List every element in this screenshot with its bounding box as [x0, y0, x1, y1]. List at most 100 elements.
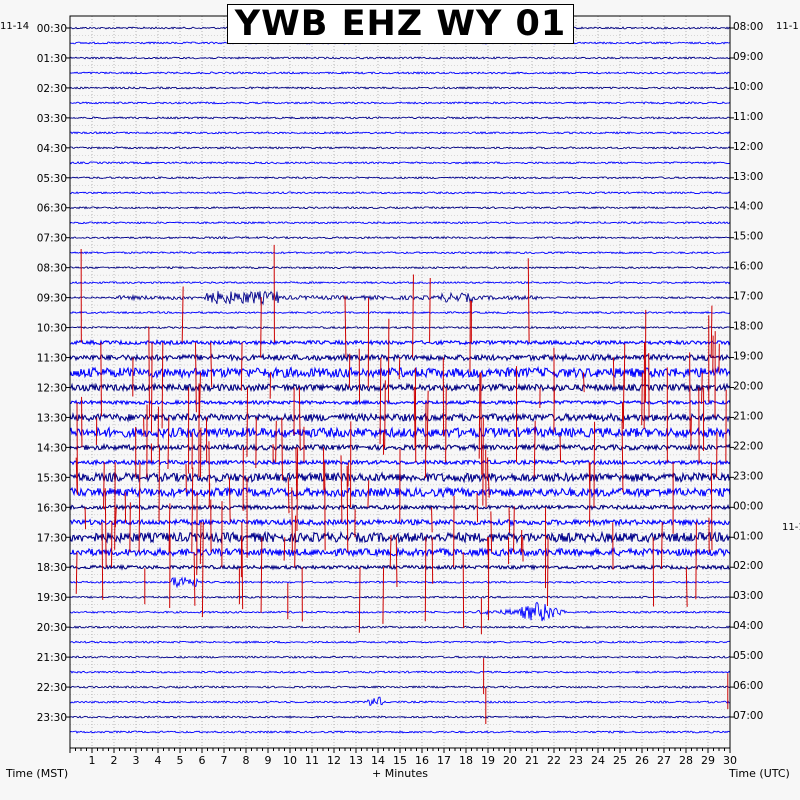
trace-row-16 — [69, 265, 731, 270]
clipped-spike — [413, 386, 416, 448]
trace-row-46 — [69, 715, 731, 719]
left-time-label: 12:30 — [37, 382, 67, 394]
x-tick-label: 3 — [133, 754, 140, 767]
right-time-label: 22:00 — [733, 440, 763, 452]
trace-row-39 — [69, 601, 731, 622]
clipped-spike — [445, 387, 447, 463]
right-time-label: 03:00 — [733, 590, 763, 602]
x-tick-label: 18 — [459, 754, 473, 767]
clipped-spike — [487, 477, 490, 498]
left-time-label: 03:30 — [37, 113, 67, 125]
clipped-spike — [379, 357, 382, 445]
clipped-spike — [104, 488, 107, 568]
trace-row-15 — [69, 250, 731, 255]
clipped-spike — [295, 447, 298, 500]
clipped-spike — [527, 258, 530, 343]
clipped-spike — [426, 390, 429, 448]
right-time-label: 20:00 — [733, 380, 763, 392]
right-time-labels: 08:00 09:00 10:00 11:00 12:00 13:00 14:00 15:00… — [730, 21, 763, 722]
trace-row-44 — [69, 685, 731, 689]
left-time-label: 06:30 — [37, 203, 67, 215]
x-tick-label: 27 — [657, 754, 671, 767]
x-tick-label: 30 — [723, 754, 737, 767]
right-time-label: 01:00 — [733, 530, 763, 542]
right-time-label: 08:00 — [733, 21, 763, 33]
left-time-label: 21:30 — [37, 652, 67, 664]
clipped-spike — [612, 357, 615, 387]
clipped-spike — [199, 522, 202, 564]
x-tick-label: 5 — [177, 754, 184, 767]
clipped-spike — [340, 455, 343, 523]
clipped-spike — [431, 507, 433, 533]
trace-row-3 — [70, 71, 731, 75]
clipped-spike — [260, 297, 262, 358]
right-time-label: 02:00 — [733, 560, 763, 572]
clipped-spike — [429, 277, 431, 343]
trace-row-18 — [69, 290, 731, 306]
x-tick-label: 12 — [327, 754, 341, 767]
seismic-traces — [69, 26, 731, 734]
clipped-spike — [291, 487, 293, 553]
trace-row-36 — [69, 563, 731, 571]
trace-row-4 — [69, 86, 731, 90]
x-tick-label: 10 — [283, 754, 297, 767]
left-time-label: 17:30 — [37, 532, 67, 544]
right-time-label: 13:00 — [733, 171, 763, 183]
clipped-spike — [589, 462, 591, 527]
x-axis-label: + Minutes — [372, 767, 429, 780]
right-time-label: 18:00 — [733, 321, 763, 333]
x-tick-label: 1 — [89, 754, 96, 767]
trace-row-9 — [69, 161, 731, 165]
left-time-label: 10:30 — [37, 323, 67, 335]
clipped-spike — [240, 342, 243, 391]
trace-row-10 — [69, 176, 731, 180]
clipped-spike — [480, 402, 483, 475]
clipped-spike — [395, 537, 398, 588]
trace-row-11 — [69, 191, 731, 195]
x-tick-label: 20 — [503, 754, 517, 767]
trace-row-38 — [69, 595, 731, 599]
right-time-label: 05:00 — [733, 650, 763, 662]
left-time-label: 20:30 — [37, 622, 67, 634]
x-tick-label: 23 — [569, 754, 583, 767]
clipped-spike — [228, 477, 231, 522]
trace-row-2 — [69, 56, 731, 60]
trace-row-34 — [69, 530, 731, 544]
clipped-spike — [167, 417, 170, 470]
x-tick-label: 9 — [265, 754, 272, 767]
trace-row-12 — [69, 206, 731, 210]
trace-row-14 — [69, 235, 731, 240]
clipped-spike — [695, 522, 697, 600]
clipped-spike — [101, 522, 104, 600]
clipped-spike — [210, 342, 213, 388]
clipped-spike — [191, 467, 194, 553]
trace-row-19 — [69, 310, 731, 315]
clipped-spike — [161, 342, 164, 429]
left-time-label: 14:30 — [37, 442, 67, 454]
clipped-spike — [546, 537, 549, 606]
clipped-spike — [75, 552, 78, 594]
clipped-spike — [344, 295, 347, 358]
clipped-spike — [198, 372, 201, 417]
right-time-label: 09:00 — [733, 51, 763, 63]
right-time-label: 14:00 — [733, 201, 763, 213]
trace-row-24 — [69, 382, 731, 393]
clipped-spike — [701, 372, 703, 404]
clipped-spike — [358, 567, 361, 633]
clipped-spike — [622, 372, 625, 429]
clipped-spike — [582, 372, 585, 393]
right-time-label: 21:00 — [733, 410, 763, 422]
left-time-label: 19:30 — [37, 592, 67, 604]
trace-row-43 — [69, 670, 731, 674]
clipped-spike — [150, 342, 153, 433]
right-time-label: 23:00 — [733, 470, 763, 482]
clipped-spike — [129, 502, 131, 553]
trace-row-27 — [69, 425, 731, 440]
minute-gridlines — [69, 16, 731, 748]
clipped-spike — [533, 420, 536, 478]
clipped-spike — [100, 342, 102, 417]
trace-row-8 — [69, 146, 731, 150]
clipped-spike — [513, 506, 515, 553]
trace-row-21 — [69, 338, 731, 347]
trace-row-13 — [69, 220, 731, 225]
